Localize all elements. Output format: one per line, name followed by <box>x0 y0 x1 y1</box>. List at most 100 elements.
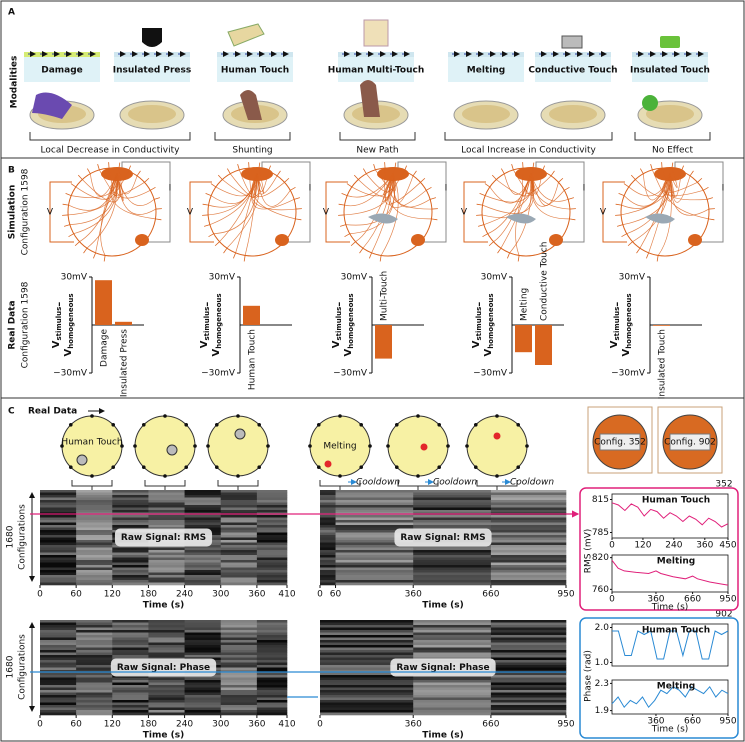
heatmap-cell <box>335 500 414 503</box>
heatmap-cell <box>320 682 414 686</box>
plot-title: Human Touch <box>642 626 710 636</box>
heatmap-cell <box>490 575 567 578</box>
heatmap-cell <box>148 647 185 651</box>
heatmap-cell <box>335 552 414 556</box>
x-tick-label: 0 <box>609 595 615 605</box>
heatmap-cell <box>335 515 414 518</box>
current-wire <box>121 161 171 243</box>
heatmap-cell <box>40 490 77 493</box>
heatmap-cell <box>184 647 222 651</box>
heatmap-cell <box>335 557 414 561</box>
heatmap-cell <box>76 527 113 531</box>
heatmap-cell <box>256 707 288 711</box>
heatmap-cell <box>148 492 185 496</box>
heatmap-cell <box>40 577 77 581</box>
heatmap-cell <box>335 542 414 546</box>
heatmap-cell <box>40 625 77 628</box>
field-line <box>73 173 118 235</box>
heatmap-cell <box>256 652 288 656</box>
heatmap-cell <box>112 577 149 581</box>
category-label: Damage <box>100 329 110 367</box>
heatmap-cell <box>220 645 258 648</box>
x-tick-label: 660 <box>482 590 499 600</box>
heatmap-cell <box>40 665 77 668</box>
effect-label: Local Increase in Conductivity <box>461 146 596 156</box>
y-axis-label: Vstimulus– <box>471 302 485 349</box>
heatmap-cell <box>148 680 185 683</box>
field-line <box>113 171 129 194</box>
heatmap-cell <box>320 495 336 498</box>
heatmap-cell <box>112 635 149 638</box>
heatmap-cell <box>256 542 288 546</box>
heatmap-cell <box>413 520 492 523</box>
heatmap-title: Raw Signal: Phase <box>117 663 210 673</box>
electrode-tick <box>482 233 488 238</box>
heatmap-cell <box>490 577 567 581</box>
electrode-tick <box>558 177 564 183</box>
heatmap-cell <box>256 507 288 511</box>
heatmap-cell <box>490 545 567 548</box>
heatmap-cell <box>76 577 113 581</box>
heatmap-cell <box>40 632 77 636</box>
heatmap-cell <box>112 555 149 558</box>
heatmap-cell <box>40 700 77 703</box>
electrode-tick <box>210 183 217 188</box>
heatmap-cell <box>256 645 288 648</box>
electrode <box>90 474 94 478</box>
category-label: Conductive Touch <box>540 242 550 321</box>
heatmap-cell <box>40 680 77 683</box>
x-tick-label: 60 <box>70 720 82 730</box>
heatmap-cell <box>490 555 567 558</box>
heatmap-cell <box>490 532 567 536</box>
heatmap-cell <box>413 707 492 711</box>
sim-perturbation <box>645 213 675 224</box>
electrode-tick <box>341 193 348 196</box>
heatmap-cell <box>76 625 113 628</box>
heatmap-cell <box>490 677 567 681</box>
heatmap-cell <box>256 675 288 678</box>
segment-bracket <box>397 480 439 490</box>
y-label-part: homogeneous <box>347 293 355 348</box>
electrode-tick <box>338 203 345 206</box>
y-axis-label: Vhomogeneous <box>343 293 355 356</box>
heatmap-cell <box>320 665 414 668</box>
heatmap-cell <box>490 692 567 696</box>
heatmap-cell <box>335 580 414 583</box>
heatmap-cell <box>220 665 258 668</box>
heatmap-cell <box>490 560 567 563</box>
electrode-tick <box>379 255 382 262</box>
heatmap-cell <box>413 700 492 703</box>
heatmap-cell <box>112 625 149 628</box>
electrode <box>111 465 116 470</box>
heatmap-cell <box>320 530 336 533</box>
heatmap-cell <box>76 635 113 638</box>
panel-c-frame <box>0 397 745 742</box>
heatmap-cell <box>40 622 77 626</box>
category-label: Insulated Touch <box>658 329 668 399</box>
heatmap-cell <box>413 712 492 716</box>
heatmap-cell <box>76 532 113 536</box>
heatmap-cell <box>40 505 77 508</box>
heatmap-cell <box>413 492 492 496</box>
heatmap-cell <box>490 527 567 531</box>
heatmap-cell <box>256 642 288 646</box>
voltage-label: V <box>461 208 468 218</box>
heatmap-cell <box>184 642 222 646</box>
config-label: Config. 902 <box>664 438 716 448</box>
x-axis-label: Time (s) <box>651 603 689 613</box>
heatmap-cell <box>112 497 149 501</box>
heatmap-cell <box>148 625 185 628</box>
heatmap-cell <box>256 555 288 558</box>
heatmap-cell <box>76 650 113 653</box>
heatmap-cell <box>320 575 336 578</box>
field-line <box>664 173 708 201</box>
heatmap-cell <box>184 550 222 553</box>
y-axis-label: Vhomogeneous <box>621 293 633 356</box>
heatmap-cell <box>256 655 288 658</box>
field-line <box>642 173 671 201</box>
heatmap-cell <box>490 570 567 573</box>
heatmap-cell <box>320 642 414 646</box>
x-tick-label: 120 <box>634 541 651 551</box>
heatmap-cell <box>148 497 185 501</box>
heatmap-cell <box>256 545 288 548</box>
